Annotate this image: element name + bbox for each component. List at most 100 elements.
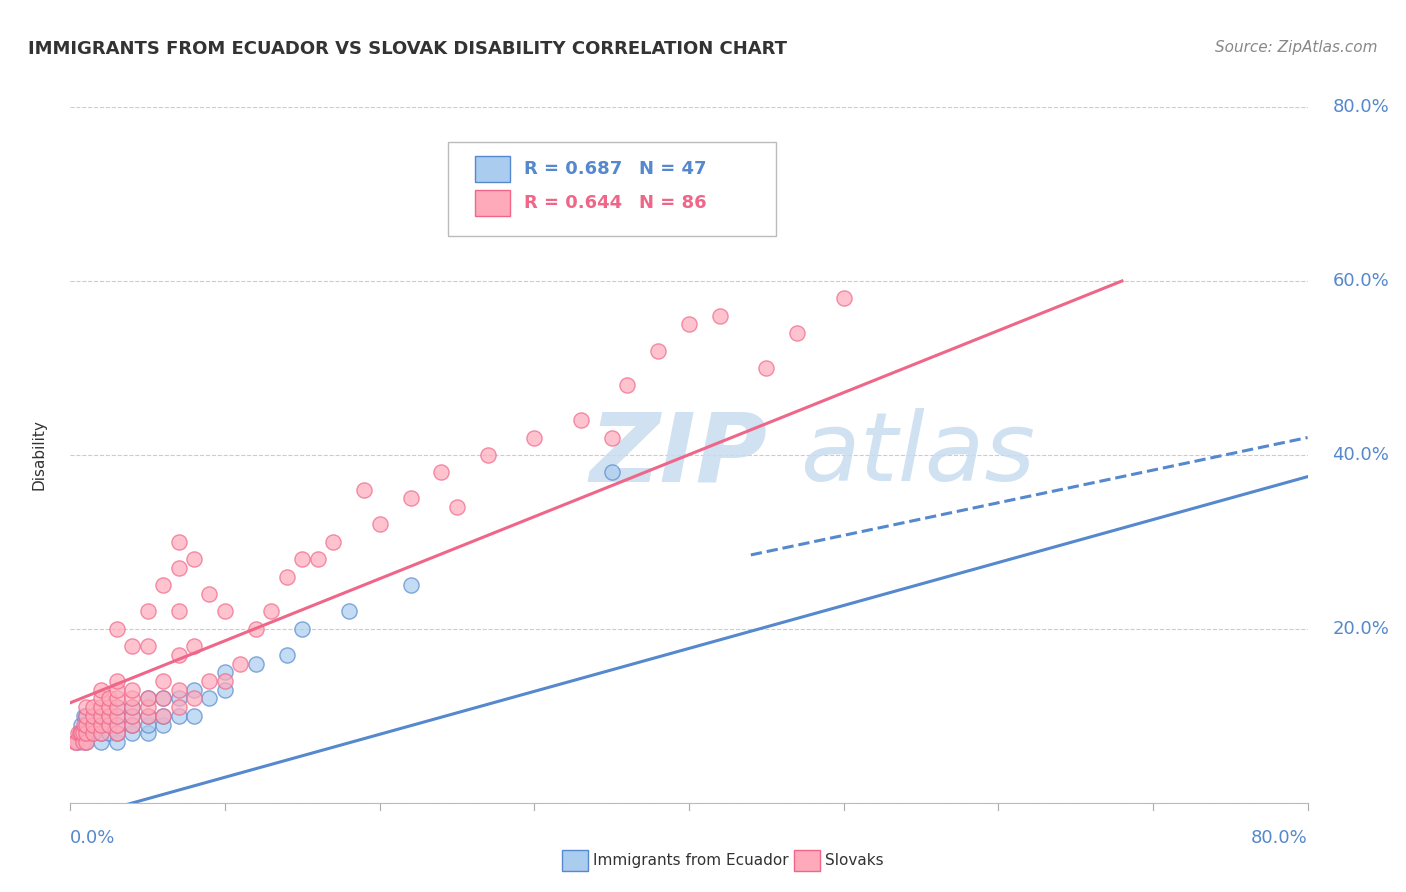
Point [678, 318, 700, 332]
Point [183, 552, 205, 566]
Point [121, 691, 143, 706]
Point [98, 708, 120, 723]
Point [245, 657, 267, 671]
Point [136, 708, 159, 723]
Point [136, 639, 159, 653]
Bar [475, 156, 509, 182]
Point [82, 726, 105, 740]
Point [136, 717, 159, 731]
Point [82, 700, 105, 714]
Point [72, 726, 94, 740]
Point [616, 378, 638, 392]
Text: 80.0%: 80.0% [1251, 830, 1308, 847]
Point [167, 708, 190, 723]
Point [121, 682, 143, 697]
Point [291, 552, 314, 566]
Text: 40.0%: 40.0% [1333, 446, 1389, 464]
Point [152, 691, 174, 706]
Point [260, 605, 283, 619]
Point [245, 622, 267, 636]
Point [569, 413, 592, 427]
Point [105, 700, 128, 714]
Text: 60.0%: 60.0% [1333, 272, 1389, 290]
Text: N = 86: N = 86 [640, 194, 707, 212]
Point [75, 726, 97, 740]
Text: atlas: atlas [800, 409, 1035, 501]
Point [121, 717, 143, 731]
Text: ZIP: ZIP [591, 409, 768, 501]
Point [70, 717, 93, 731]
Point [136, 605, 159, 619]
Point [152, 708, 174, 723]
Point [183, 639, 205, 653]
Point [65, 735, 87, 749]
Text: IMMIGRANTS FROM ECUADOR VS SLOVAK DISABILITY CORRELATION CHART: IMMIGRANTS FROM ECUADOR VS SLOVAK DISABI… [28, 40, 787, 58]
Point [523, 431, 546, 445]
Point [82, 708, 105, 723]
Point [98, 726, 120, 740]
Point [105, 726, 128, 740]
Point [67, 726, 90, 740]
Point [90, 726, 112, 740]
Point [368, 517, 391, 532]
Point [399, 578, 422, 592]
Point [167, 700, 190, 714]
Point [105, 682, 128, 697]
Point [90, 717, 112, 731]
Point [832, 291, 855, 305]
Point [121, 700, 143, 714]
Point [152, 674, 174, 689]
Point [276, 648, 298, 662]
Point [136, 726, 159, 740]
Point [90, 700, 112, 714]
Point [75, 735, 97, 749]
Point [152, 578, 174, 592]
Point [105, 708, 128, 723]
Point [98, 717, 120, 731]
Point [75, 708, 97, 723]
Point [105, 700, 128, 714]
Point [477, 448, 499, 462]
Point [337, 605, 360, 619]
Text: 0.0%: 0.0% [70, 830, 115, 847]
Point [121, 700, 143, 714]
Point [82, 717, 105, 731]
Point [98, 708, 120, 723]
Point [183, 691, 205, 706]
Point [90, 691, 112, 706]
Point [105, 622, 128, 636]
Point [105, 708, 128, 723]
Point [167, 648, 190, 662]
FancyBboxPatch shape [447, 142, 776, 235]
Point [105, 691, 128, 706]
Text: R = 0.687: R = 0.687 [524, 160, 623, 178]
Point [121, 726, 143, 740]
Point [322, 534, 344, 549]
Point [63, 735, 86, 749]
Point [755, 360, 778, 375]
Point [75, 726, 97, 740]
Point [72, 726, 94, 740]
Point [214, 682, 236, 697]
Point [214, 605, 236, 619]
Point [90, 682, 112, 697]
Point [121, 639, 143, 653]
Point [198, 587, 221, 601]
Point [399, 491, 422, 506]
Point [446, 500, 468, 514]
Point [105, 717, 128, 731]
Point [73, 708, 96, 723]
Point [98, 717, 120, 731]
Point [75, 708, 97, 723]
Point [167, 605, 190, 619]
Point [105, 717, 128, 731]
Point [786, 326, 808, 340]
Point [167, 534, 190, 549]
Point [136, 700, 159, 714]
Point [82, 726, 105, 740]
Point [291, 622, 314, 636]
Point [136, 691, 159, 706]
Point [69, 726, 91, 740]
Text: 80.0%: 80.0% [1333, 98, 1389, 116]
Point [152, 708, 174, 723]
